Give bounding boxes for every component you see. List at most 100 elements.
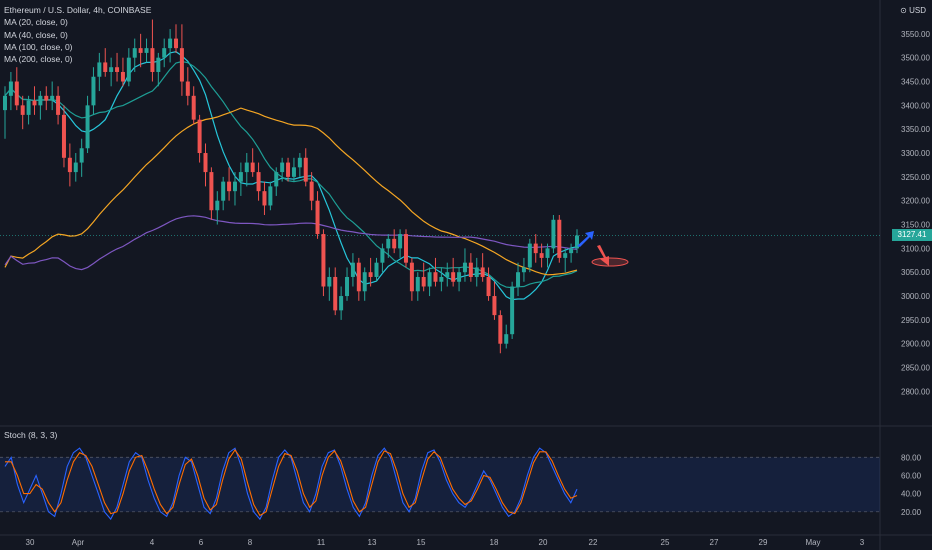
time-tick-label: May	[805, 538, 820, 547]
candle	[197, 114, 202, 163]
price-tick-label: 3500.00	[901, 54, 930, 63]
candle	[20, 95, 25, 130]
last-price-tag: 3127.41	[892, 229, 932, 242]
candle	[50, 81, 55, 111]
candle	[156, 52, 161, 87]
time-tick-label: 15	[417, 538, 426, 547]
ma40-label[interactable]: MA (40, close, 0)	[4, 29, 68, 40]
candle	[516, 262, 521, 297]
time-tick-label: 27	[710, 538, 719, 547]
candle	[545, 243, 550, 268]
indicator-legend: Ethereum / U.S. Dollar, 4h, COINBASE MA …	[4, 4, 151, 65]
candle	[569, 243, 574, 263]
price-tick-label: 3250.00	[901, 173, 930, 182]
currency-label: USD	[909, 6, 926, 15]
candle	[14, 67, 19, 111]
stoch-line-d	[5, 449, 578, 517]
time-tick-label: Apr	[72, 538, 85, 547]
target-ellipse	[591, 257, 629, 267]
stoch-label[interactable]: Stoch (8, 3, 3)	[4, 430, 58, 440]
candle	[403, 229, 408, 268]
time-tick-label: 13	[368, 538, 377, 547]
candle	[262, 181, 267, 215]
candle	[97, 52, 102, 92]
candle	[215, 191, 220, 225]
time-tick-label: 29	[759, 538, 768, 547]
candle	[492, 281, 497, 320]
candle	[374, 257, 379, 282]
candle	[480, 253, 485, 282]
candle	[250, 148, 255, 177]
candle	[321, 229, 326, 297]
axes: 2800.00 2850.00 2900.00 2950.00 3000.00 3050.…	[26, 30, 931, 547]
candle	[356, 257, 361, 301]
price-tick-label: 3150.00	[901, 221, 930, 230]
candle	[427, 267, 432, 297]
candle	[392, 229, 397, 254]
candle	[398, 229, 403, 258]
candle	[73, 153, 78, 182]
candle	[8, 71, 13, 111]
ma100-label[interactable]: MA (100, close, 0)	[4, 41, 73, 52]
candle	[457, 267, 462, 292]
candle	[533, 234, 538, 263]
candle	[32, 86, 37, 115]
price-tick-label: 2900.00	[901, 340, 930, 349]
candle	[521, 257, 526, 282]
candle	[362, 267, 367, 301]
candle	[486, 267, 491, 301]
candle	[61, 105, 66, 168]
ma-line	[4, 60, 578, 289]
candle	[38, 91, 43, 120]
currency-selector[interactable]: ⊙ USD	[900, 6, 926, 15]
symbol-title: Ethereum / U.S. Dollar, 4h, COINBASE	[4, 5, 152, 15]
candle	[421, 262, 426, 292]
candle	[333, 267, 338, 316]
stoch-pane	[0, 447, 880, 521]
candle	[303, 148, 308, 187]
price-tick-label: 3050.00	[901, 268, 930, 277]
time-tick-label: 8	[248, 538, 253, 547]
candle	[280, 157, 285, 182]
ma20-label[interactable]: MA (20, close, 0)	[4, 17, 68, 28]
candle	[238, 162, 243, 196]
candle	[327, 267, 332, 301]
candle	[315, 191, 320, 239]
candle	[297, 153, 302, 177]
candle	[510, 281, 515, 339]
candle	[91, 67, 96, 115]
candle	[115, 52, 120, 82]
candle	[439, 267, 444, 292]
candle	[274, 167, 279, 196]
candle	[191, 86, 196, 125]
price-tick-label: 3400.00	[901, 101, 930, 110]
stoch-tick-label: 80.00	[901, 453, 922, 462]
candle	[209, 167, 214, 220]
candle	[138, 33, 143, 68]
candle	[26, 95, 31, 125]
candle	[85, 95, 90, 154]
candle	[415, 272, 420, 301]
time-tick-label: 18	[490, 538, 499, 547]
candle	[256, 162, 261, 201]
time-tick-label: 20	[539, 538, 548, 547]
candle	[268, 181, 273, 211]
candle	[468, 253, 473, 282]
candle	[563, 248, 568, 273]
candle	[498, 310, 503, 354]
candle	[309, 172, 314, 211]
candle	[380, 243, 385, 273]
candle	[67, 143, 72, 187]
ma200-label[interactable]: MA (200, close, 0)	[4, 54, 73, 65]
ma-line	[4, 51, 578, 301]
price-tick-label: 3300.00	[901, 149, 930, 158]
candle	[244, 153, 249, 187]
candle	[79, 138, 84, 177]
moving-averages	[4, 51, 578, 301]
candle	[575, 229, 579, 254]
settings-icon[interactable]: ⊙	[900, 6, 907, 15]
time-tick-label: 3	[860, 538, 865, 547]
ma-line	[4, 107, 578, 276]
down-arrow-annotation	[597, 245, 609, 266]
